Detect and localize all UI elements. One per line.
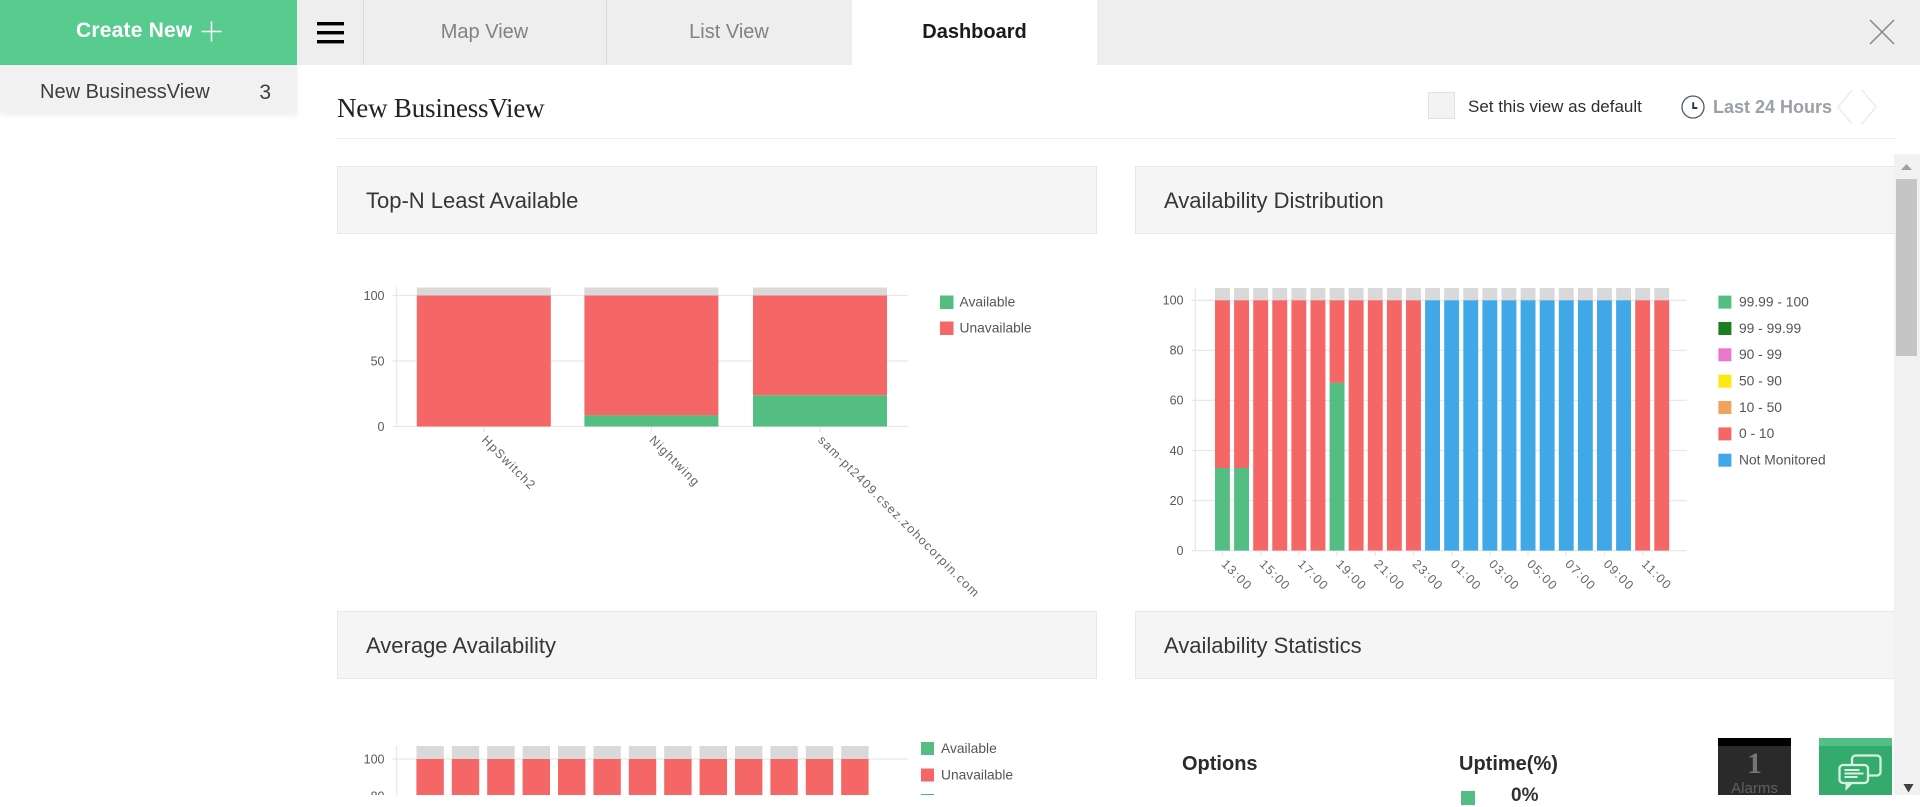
svg-text:Unavailable: Unavailable (941, 768, 1013, 783)
svg-text:Available: Available (960, 295, 1016, 310)
svg-text:80: 80 (371, 790, 385, 796)
svg-text:Unavailable: Unavailable (960, 321, 1032, 336)
svg-text:11:00: 11:00 (1639, 557, 1675, 593)
svg-text:0: 0 (378, 420, 385, 434)
svg-text:19:00: 19:00 (1333, 557, 1369, 593)
svg-text:60: 60 (1170, 394, 1184, 408)
svg-text:80: 80 (1170, 344, 1184, 358)
svg-text:0 - 10: 0 - 10 (1739, 426, 1775, 441)
svg-text:09:00: 09:00 (1601, 557, 1637, 593)
svg-text:99 - 99.99: 99 - 99.99 (1739, 321, 1801, 336)
svg-text:100: 100 (1163, 294, 1184, 308)
svg-text:50 - 90: 50 - 90 (1739, 374, 1782, 389)
svg-text:03:00: 03:00 (1486, 557, 1522, 593)
svg-text:0: 0 (1177, 544, 1184, 558)
svg-text:05:00: 05:00 (1524, 557, 1560, 593)
svg-text:20: 20 (1170, 494, 1184, 508)
svg-text:17:00: 17:00 (1295, 557, 1331, 593)
svg-text:01:00: 01:00 (1448, 557, 1484, 593)
svg-text:07:00: 07:00 (1562, 557, 1598, 593)
svg-text:100: 100 (364, 753, 385, 767)
svg-text:sam-pt2409.csez.zohocorpin.com: sam-pt2409.csez.zohocorpin.com (815, 433, 983, 601)
svg-text:23:00: 23:00 (1410, 557, 1446, 593)
svg-text:Not Monitored: Not Monitored (1739, 453, 1826, 468)
svg-text:HpSwitch2: HpSwitch2 (479, 433, 539, 493)
svg-text:21:00: 21:00 (1371, 557, 1407, 593)
svg-text:50: 50 (371, 355, 385, 369)
svg-text:13:00: 13:00 (1219, 557, 1255, 593)
svg-text:15:00: 15:00 (1257, 557, 1293, 593)
svg-text:100: 100 (364, 289, 385, 303)
svg-text:Nightwing: Nightwing (647, 433, 703, 489)
svg-text:Available: Available (941, 741, 997, 756)
svg-text:99.99 - 100: 99.99 - 100 (1739, 294, 1809, 309)
svg-text:90 - 99: 90 - 99 (1739, 347, 1782, 362)
svg-text:40: 40 (1170, 444, 1184, 458)
svg-text:10 - 50: 10 - 50 (1739, 400, 1782, 415)
